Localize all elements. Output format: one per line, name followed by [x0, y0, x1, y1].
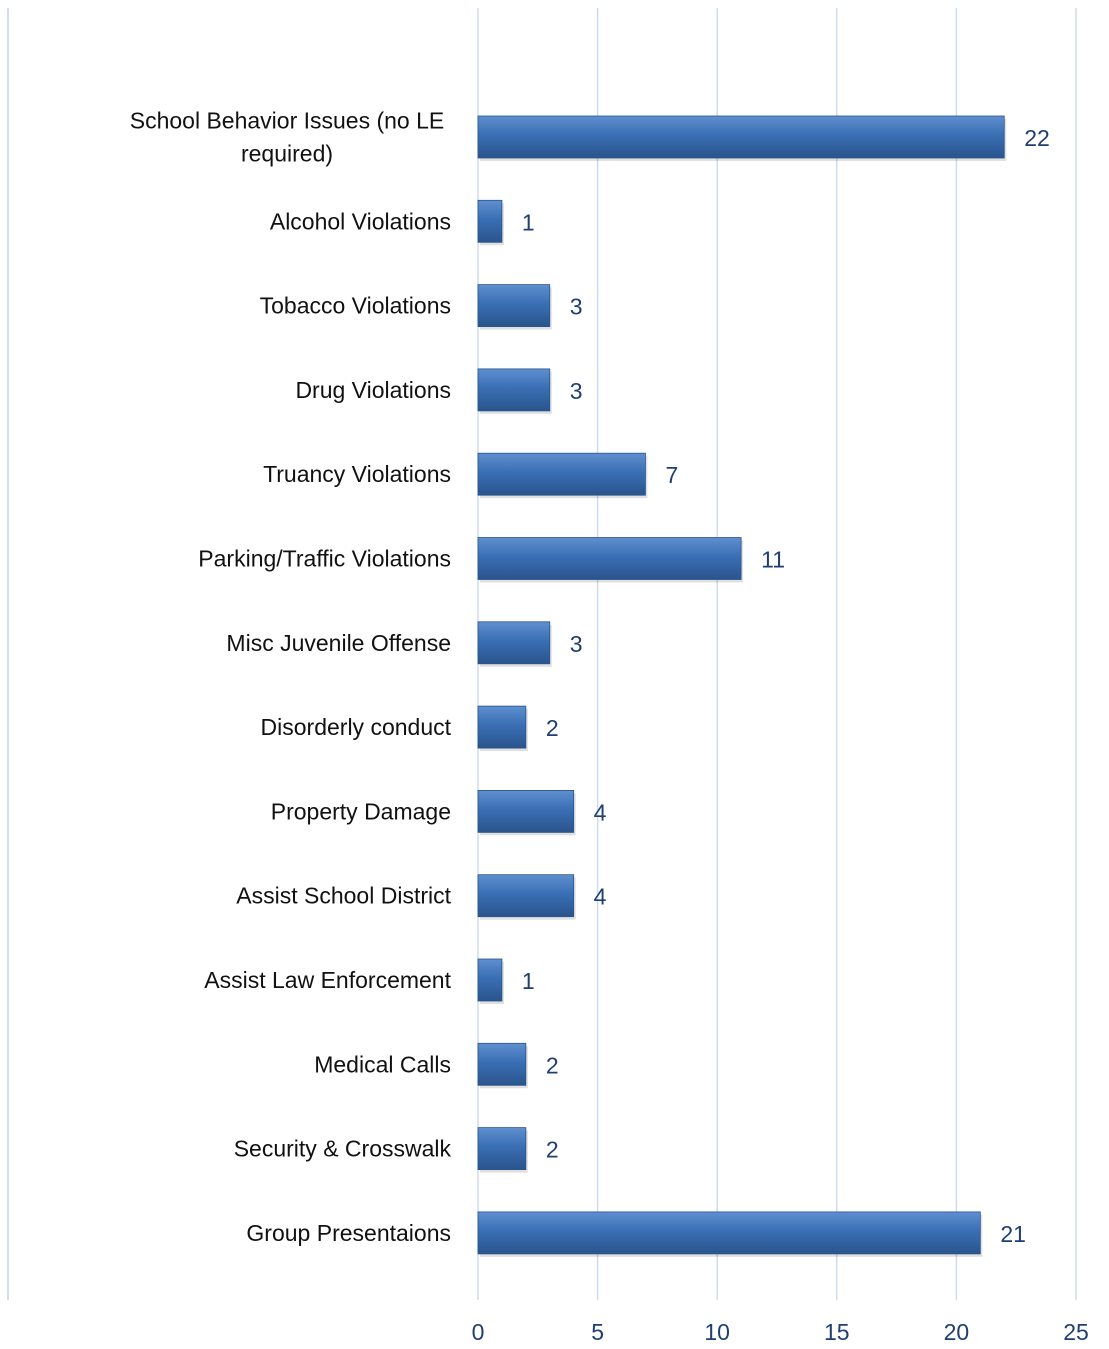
x-tick-label: 5	[591, 1319, 604, 1345]
data-label: 3	[570, 378, 583, 404]
data-label: 2	[546, 1052, 559, 1078]
category-label: Drug Violations	[295, 377, 451, 403]
category-label: School Behavior Issues (no LE required)	[130, 108, 445, 167]
category-label-line: Alcohol Violations	[270, 208, 451, 234]
category-label: Truancy Violations	[263, 461, 451, 487]
bar	[477, 705, 527, 749]
bar	[477, 452, 646, 496]
category-label: Group Presentaions	[246, 1220, 451, 1246]
category-label: Security & Crosswalk	[234, 1136, 452, 1162]
bar	[477, 115, 1005, 159]
category-label: Assist Law Enforcement	[204, 967, 451, 993]
bar	[477, 368, 551, 412]
data-label: 4	[594, 884, 607, 910]
data-label: 2	[546, 715, 559, 741]
bar	[477, 621, 551, 665]
category-label-line: Assist School District	[236, 883, 451, 909]
category-label-line: Assist Law Enforcement	[204, 967, 451, 993]
category-label-line: required)	[241, 141, 333, 167]
category-label: Medical Calls	[314, 1051, 451, 1077]
bar	[477, 958, 503, 1002]
category-label-line: Parking/Traffic Violations	[198, 546, 451, 572]
bar	[477, 537, 742, 580]
bar	[477, 790, 575, 833]
data-label: 3	[570, 294, 583, 320]
data-label: 2	[546, 1137, 559, 1163]
x-tick-label: 15	[824, 1319, 850, 1345]
category-label: Misc Juvenile Offense	[226, 630, 451, 656]
category-label-line: Property Damage	[271, 798, 451, 824]
x-tick-label: 20	[944, 1319, 970, 1345]
category-label-line: Disorderly conduct	[261, 714, 452, 740]
category-label-line: Truancy Violations	[263, 461, 451, 487]
category-label: Tobacco Violations	[260, 293, 451, 319]
data-label: 21	[1000, 1221, 1026, 1247]
category-label-line: Tobacco Violations	[260, 293, 451, 319]
category-label-line: Medical Calls	[314, 1051, 451, 1077]
x-tick-label: 0	[472, 1319, 485, 1345]
category-label-line: Security & Crosswalk	[234, 1136, 452, 1162]
x-axis-ticks: 0 5 10 15 20 25	[472, 1319, 1089, 1345]
data-label: 22	[1024, 125, 1050, 151]
category-label-line: Drug Violations	[295, 377, 451, 403]
category-label: Assist School District	[236, 883, 451, 909]
bar	[477, 1042, 527, 1086]
x-tick-label: 10	[704, 1319, 730, 1345]
bar	[477, 199, 503, 243]
category-label-line: School Behavior Issues (no LE	[130, 108, 445, 134]
data-label: 1	[522, 209, 535, 235]
category-labels: School Behavior Issues (no LE required) Al…	[130, 108, 452, 1246]
category-label-line: Group Presentaions	[246, 1220, 451, 1246]
bar	[477, 284, 551, 328]
category-label: Alcohol Violations	[270, 208, 451, 234]
category-label: Disorderly conduct	[261, 714, 452, 740]
data-label: 3	[570, 631, 583, 657]
data-label: 4	[594, 799, 607, 825]
category-label: Property Damage	[271, 798, 451, 824]
bar	[477, 1127, 527, 1170]
data-label: 11	[761, 547, 785, 573]
data-label: 1	[522, 968, 535, 994]
category-label: Parking/Traffic Violations	[198, 546, 451, 572]
category-label-line: Misc Juvenile Offense	[226, 630, 451, 656]
bars	[477, 115, 1007, 1257]
x-tick-label: 25	[1063, 1319, 1089, 1345]
bar	[477, 874, 575, 918]
bar	[477, 1211, 981, 1255]
data-label: 7	[665, 462, 678, 488]
